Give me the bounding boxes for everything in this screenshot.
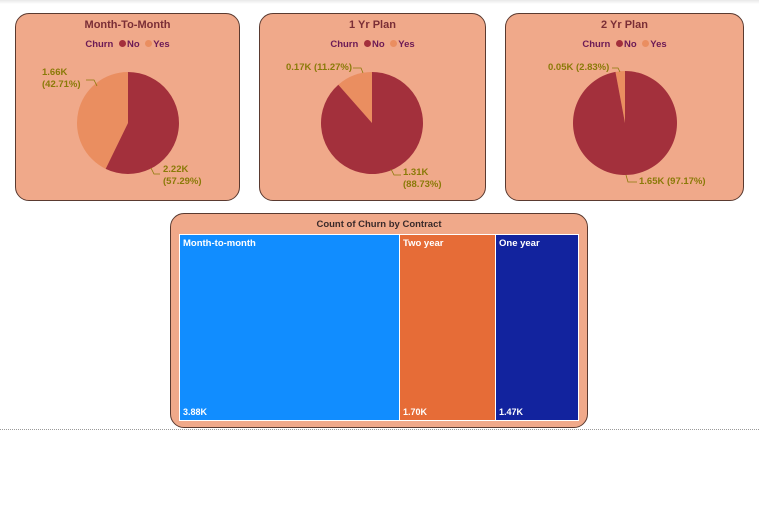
leader-line-yes (612, 67, 621, 73)
data-label-no-pct: (57.29%) (163, 176, 202, 187)
legend: Churn No Yes (260, 39, 485, 50)
treemap-card[interactable]: Count of Churn by Contract Month-to-mont… (170, 213, 588, 428)
pie-card-1-yr-plan[interactable]: 1 Yr Plan Churn No Yes 0.17K (11.27%) 1.… (259, 13, 486, 201)
chart-title: 1 Yr Plan (349, 19, 396, 31)
legend-yes-label[interactable]: Yes (153, 39, 170, 50)
data-label-no: 1.65K (97.17%) (639, 176, 706, 188)
data-label-yes: 0.05K (2.83%) (548, 62, 609, 74)
treemap-tile-one-year[interactable]: One year 1.47K (495, 234, 579, 421)
data-label-no-value: 1.31K (403, 167, 429, 178)
pie-slice-no[interactable] (321, 72, 423, 174)
data-label-no: 1.31K (88.73%) (403, 167, 442, 191)
data-label-yes-pct: (42.71%) (42, 79, 81, 90)
tile-label: Two year (403, 238, 444, 249)
tile-label: One year (499, 238, 540, 249)
data-label-yes-value: 1.66K (42, 67, 68, 78)
pie-chart[interactable] (506, 14, 745, 202)
data-label-yes: 0.17K (11.27%) (286, 62, 352, 74)
tile-value: 3.88K (183, 407, 208, 417)
legend: Churn No Yes (506, 39, 743, 50)
data-label-no-pct: (97.17%) (667, 176, 706, 187)
chart-title: Month-To-Month (84, 19, 171, 31)
treemap-tile-month-to-month[interactable]: Month-to-month 3.88K (179, 234, 400, 421)
legend-yes-swatch (642, 40, 650, 48)
legend-yes-swatch (145, 40, 153, 48)
pie-chart[interactable] (16, 14, 241, 202)
legend-title: Churn (330, 39, 359, 50)
data-label-no-pct: (88.73%) (403, 179, 442, 190)
tile-value: 1.70K (403, 407, 428, 417)
legend-no-label[interactable]: No (623, 39, 637, 50)
tile-value: 1.47K (499, 407, 524, 417)
pie-slice-yes[interactable] (338, 72, 372, 123)
pie-slice-yes[interactable] (76, 72, 128, 169)
legend-yes-swatch (390, 40, 398, 48)
legend-no-label[interactable]: No (371, 39, 385, 50)
chart-title: Count of Churn by Contract (316, 219, 442, 230)
chart-title: 2 Yr Plan (601, 19, 648, 31)
data-label-yes: 1.66K (42.71%) (42, 67, 81, 91)
treemap-area: Month-to-month 3.88K Two year 1.70K One … (179, 234, 579, 421)
leader-line-no (625, 174, 637, 183)
data-label-no-value: 1.65K (639, 176, 665, 187)
data-label-no-value: 2.22K (163, 164, 189, 175)
leader-line-no (150, 167, 160, 175)
legend-title: Churn (85, 39, 114, 50)
data-label-no: 2.22K (57.29%) (163, 164, 202, 188)
leader-line-yes (353, 67, 364, 74)
legend-no-label[interactable]: No (126, 39, 140, 50)
pie-slice-no[interactable] (573, 71, 677, 175)
tile-label: Month-to-month (183, 238, 256, 249)
legend-yes-label[interactable]: Yes (398, 39, 415, 50)
leader-line-no (390, 168, 401, 176)
page-boundary-line (0, 429, 759, 430)
pie-card-month-to-month[interactable]: Month-To-Month Churn No Yes 1.66K (42.71… (15, 13, 240, 201)
legend-title: Churn (582, 39, 611, 50)
data-label-yes-pct: (11.27%) (314, 62, 353, 73)
leader-line-yes (86, 79, 98, 87)
pie-chart[interactable] (260, 14, 487, 202)
pie-slice-yes[interactable] (615, 71, 625, 123)
legend-no-swatch (615, 40, 623, 48)
treemap-tile-two-year[interactable]: Two year 1.70K (399, 234, 496, 421)
legend-no-swatch (363, 40, 371, 48)
legend-yes-label[interactable]: Yes (650, 39, 667, 50)
data-label-yes-value: 0.05K (548, 62, 574, 73)
legend: Churn No Yes (16, 39, 239, 50)
data-label-yes-pct: (2.83%) (576, 62, 610, 73)
legend-no-swatch (118, 40, 126, 48)
pie-card-2-yr-plan[interactable]: 2 Yr Plan Churn No Yes 0.05K (2.83%) 1.6… (505, 13, 744, 201)
pie-slice-no[interactable] (105, 72, 179, 174)
data-label-yes-value: 0.17K (286, 62, 312, 73)
top-border (0, 0, 759, 4)
